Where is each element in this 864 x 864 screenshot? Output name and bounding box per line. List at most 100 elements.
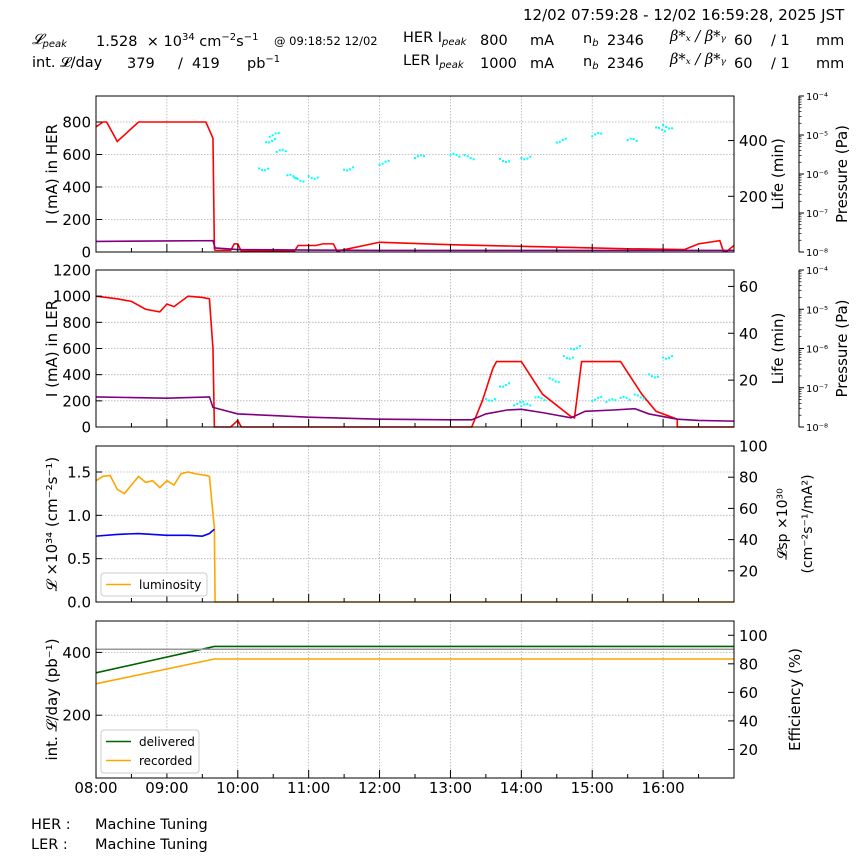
time-range: 12/02 07:59:28 - 12/02 16:59:28, 2025 JS… — [523, 6, 845, 24]
svg-text:600: 600 — [62, 340, 91, 358]
x-tick-label: 11:00 — [287, 779, 330, 797]
luminosity-line — [95, 471, 734, 603]
panel-4: 200 400 20 40 60 80 100 int. 𝓛/day (pb⁻¹) — [43, 620, 768, 779]
svg-text:𝓛sp ×10³⁰: 𝓛sp ×10³⁰ — [775, 488, 791, 560]
panel-2: 0 200 400 600 800 1000 1200 20 40 60 I (mA) in LER — [43, 262, 758, 437]
svg-text:Efficiency (%): Efficiency (%) — [786, 648, 804, 751]
svg-text:10⁻⁶: 10⁻⁶ — [806, 170, 828, 181]
her-beta-label: β*ₓ / β*ᵧ — [670, 29, 726, 45]
svg-text:60: 60 — [739, 684, 758, 702]
svg-text:400: 400 — [739, 132, 768, 150]
ler-beta-y: / 1 — [771, 56, 790, 72]
x-tick-label: 08:00 — [74, 779, 117, 797]
svg-text:10⁻⁸: 10⁻⁸ — [806, 423, 828, 434]
current-line — [95, 121, 735, 253]
svg-text:600: 600 — [62, 146, 91, 164]
y-axis-label: int. 𝓛/day (pb⁻¹) — [43, 638, 61, 760]
legend-integrated: delivered recorded — [100, 729, 200, 774]
ler-status-label: LER : — [31, 837, 68, 853]
svg-text:recorded: recorded — [139, 754, 192, 768]
svg-text:10⁻⁴: 10⁻⁴ — [806, 92, 828, 103]
svg-text:40: 40 — [739, 325, 758, 343]
int-lumi-recorded: 379 — [127, 56, 155, 72]
her-peak-label: HER Ipeak — [403, 30, 467, 48]
int-lumi-sep: / — [178, 56, 183, 72]
int-lumi-unit: pb−1 — [247, 54, 281, 72]
svg-text:delivered: delivered — [139, 735, 195, 749]
y-axis-label: I (mA) in LER — [43, 300, 61, 397]
svg-text:10⁻⁷: 10⁻⁷ — [806, 384, 828, 395]
her-nb-label: nb — [583, 31, 599, 49]
svg-text:60: 60 — [739, 278, 758, 296]
svg-text:200: 200 — [62, 707, 91, 725]
her-beta-y: / 1 — [771, 33, 790, 49]
svg-text:400: 400 — [62, 644, 91, 662]
svg-text:200: 200 — [62, 211, 91, 229]
svg-text:10⁻⁶: 10⁻⁶ — [806, 345, 828, 356]
ler-nb-value: 2346 — [607, 56, 644, 72]
her-peak-current: 800 — [480, 33, 508, 49]
svg-text:10⁻⁴: 10⁻⁴ — [806, 266, 828, 277]
ler-status-value: Machine Tuning — [95, 837, 208, 853]
svg-text:10⁻⁵: 10⁻⁵ — [806, 305, 828, 316]
svg-text:40: 40 — [739, 531, 758, 549]
svg-text:1200: 1200 — [53, 262, 91, 280]
svg-text:20: 20 — [739, 741, 758, 759]
ler-peak-unit: mA — [530, 56, 555, 72]
x-tick-label: 12:00 — [358, 779, 401, 797]
x-tick-label: 16:00 — [641, 779, 684, 797]
ler-peak-current: 1000 — [480, 56, 517, 72]
her-status-label: HER : — [31, 817, 71, 833]
svg-text:0.0: 0.0 — [67, 594, 91, 612]
her-beta-x: 60 — [734, 33, 753, 49]
x-tick-label: 13:00 — [429, 779, 472, 797]
svg-text:Life (min): Life (min) — [769, 313, 787, 385]
recorded-line — [95, 658, 734, 685]
int-lumi-delivered: 419 — [192, 56, 220, 72]
svg-text:Pressure (Pa): Pressure (Pa) — [833, 299, 851, 397]
svg-text:(cm⁻²s⁻¹/mA²): (cm⁻²s⁻¹/mA²) — [800, 474, 816, 573]
svg-text:80: 80 — [739, 655, 758, 673]
ler-beta-label: β*ₓ / β*ᵧ — [670, 52, 726, 68]
ler-beta-unit: mm — [816, 56, 845, 72]
svg-text:20: 20 — [739, 372, 758, 390]
svg-text:1000: 1000 — [53, 288, 91, 306]
x-tick-label: 14:00 — [500, 779, 543, 797]
svg-text:400: 400 — [62, 179, 91, 197]
ler-peak-label: LER Ipeak — [403, 53, 464, 71]
svg-text:0: 0 — [81, 419, 91, 437]
legend-luminosity: luminosity — [100, 572, 208, 597]
svg-text:100: 100 — [739, 438, 768, 456]
svg-text:60: 60 — [739, 500, 758, 518]
svg-text:0.5: 0.5 — [67, 550, 91, 568]
svg-text:400: 400 — [62, 366, 91, 384]
svg-text:10⁻⁵: 10⁻⁵ — [806, 131, 828, 142]
svg-text:luminosity: luminosity — [139, 578, 201, 592]
specific_luminosity-line — [95, 528, 215, 537]
svg-text:0: 0 — [81, 244, 91, 262]
x-tick-label: 09:00 — [145, 779, 188, 797]
her-peak-unit: mA — [530, 33, 555, 49]
ler-nb-label: nb — [583, 54, 599, 72]
pressure-line — [95, 396, 735, 422]
svg-text:20: 20 — [739, 562, 758, 580]
svg-text:Life (min): Life (min) — [769, 138, 787, 210]
x-tick-label: 15:00 — [571, 779, 614, 797]
svg-text:10⁻⁸: 10⁻⁸ — [806, 248, 828, 259]
her-nb-value: 2346 — [607, 33, 644, 49]
svg-text:800: 800 — [62, 314, 91, 332]
svg-text:200: 200 — [739, 188, 768, 206]
svg-text:200: 200 — [62, 392, 91, 410]
y-axis-label: I (mA) in HER — [43, 124, 61, 224]
y-axis-label: 𝓛 ×10³⁴ (cm⁻²s⁻¹) — [43, 457, 61, 591]
delivered-line — [95, 645, 734, 674]
peak-lumi-value: 1.528 × 1034 cm−2s−1 — [96, 32, 259, 50]
int-lumi-label: int. 𝓛/day — [32, 55, 103, 71]
svg-text:40: 40 — [739, 712, 758, 730]
ler-beta-x: 60 — [734, 56, 753, 72]
svg-text:800: 800 — [62, 114, 91, 132]
svg-text:Pressure (Pa): Pressure (Pa) — [833, 125, 851, 223]
svg-text:100: 100 — [739, 627, 768, 645]
her-status-value: Machine Tuning — [95, 817, 208, 833]
